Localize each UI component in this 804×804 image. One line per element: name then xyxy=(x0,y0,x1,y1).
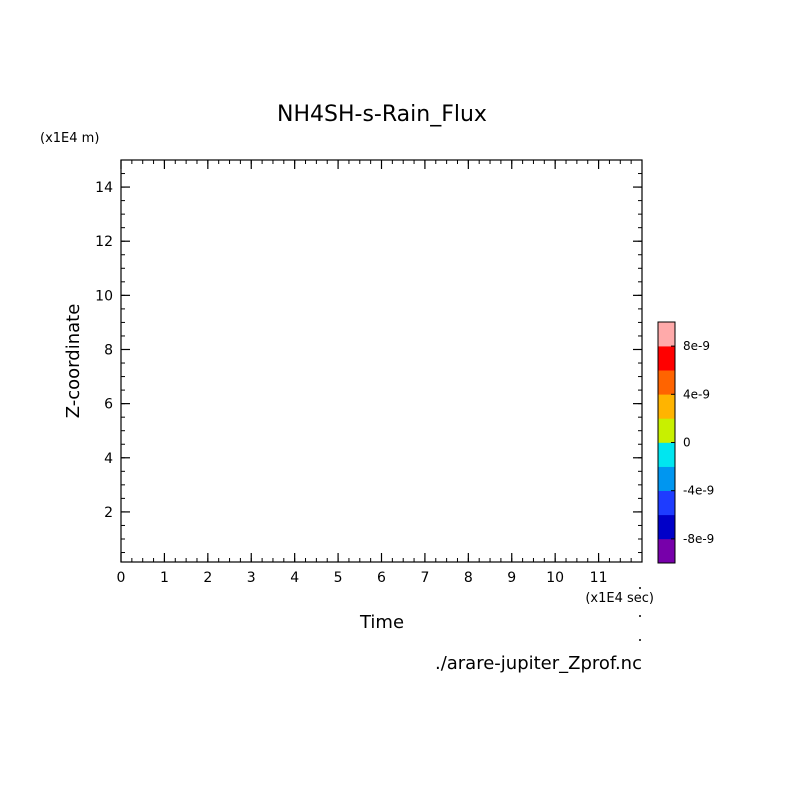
chart-title: NH4SH-s-Rain_Flux xyxy=(277,102,487,127)
marker-dot xyxy=(639,639,641,641)
x-tick-label: 2 xyxy=(203,570,212,586)
x-axis-label: Time xyxy=(359,612,404,633)
x-tick-label: 10 xyxy=(546,570,564,586)
colorbar: 8e-9 4e-9 0 -4e-9 -8e-9 xyxy=(657,321,714,564)
y-tick-label: 14 xyxy=(95,180,113,196)
y-axis-unit: (x1E4 m) xyxy=(40,131,99,146)
colorbar-band xyxy=(658,514,675,540)
axis-ticks xyxy=(120,160,643,562)
x-tick-label: 5 xyxy=(334,570,343,586)
colorbar-tick-label: -4e-9 xyxy=(683,484,714,498)
colorbar-band xyxy=(658,346,675,371)
plot-area xyxy=(120,159,643,563)
y-tick-label: 10 xyxy=(95,288,113,304)
colorbar-tick-label: 8e-9 xyxy=(683,339,710,353)
y-tick-label: 6 xyxy=(104,397,113,413)
x-tick-label: 7 xyxy=(420,570,429,586)
colorbar-band xyxy=(658,394,675,419)
x-tick-label: 0 xyxy=(117,570,126,586)
y-tick-labels: 2 4 6 8 10 12 14 xyxy=(95,180,113,521)
x-tick-label: 4 xyxy=(290,570,299,586)
colorbar-tick-labels: 8e-9 4e-9 0 -4e-9 -8e-9 xyxy=(671,339,714,546)
source-file-label: ./arare-jupiter_Zprof.nc xyxy=(435,653,642,674)
marker-dot xyxy=(639,587,641,589)
colorbar-band xyxy=(658,322,675,347)
x-tick-label: 9 xyxy=(507,570,516,586)
marker-dot xyxy=(639,615,641,617)
colorbar-band xyxy=(658,466,675,491)
colorbar-bands xyxy=(658,322,675,564)
x-tick-label: 1 xyxy=(160,570,169,586)
y-tick-label: 12 xyxy=(95,234,113,250)
x-tick-label: 8 xyxy=(464,570,473,586)
colorbar-tick-label: 0 xyxy=(683,436,691,450)
x-tick-labels: 0 1 2 3 4 5 6 7 8 9 10 11 xyxy=(117,570,608,586)
x-tick-label: 11 xyxy=(590,570,608,586)
colorbar-band xyxy=(658,370,675,395)
x-tick-label: 6 xyxy=(377,570,386,586)
colorbar-band xyxy=(658,418,675,443)
y-tick-label: 2 xyxy=(104,505,113,521)
y-axis-label: Z-coordinate xyxy=(63,304,84,419)
colorbar-band xyxy=(658,442,675,467)
x-tick-label: 3 xyxy=(247,570,256,586)
colorbar-tick-label: -8e-9 xyxy=(683,532,714,546)
colorbar-band xyxy=(658,538,675,564)
x-axis-unit: (x1E4 sec) xyxy=(585,591,654,606)
colorbar-band xyxy=(658,490,675,516)
y-tick-label: 8 xyxy=(104,342,113,358)
y-tick-label: 4 xyxy=(104,451,113,467)
colorbar-tick-label: 4e-9 xyxy=(683,387,710,401)
